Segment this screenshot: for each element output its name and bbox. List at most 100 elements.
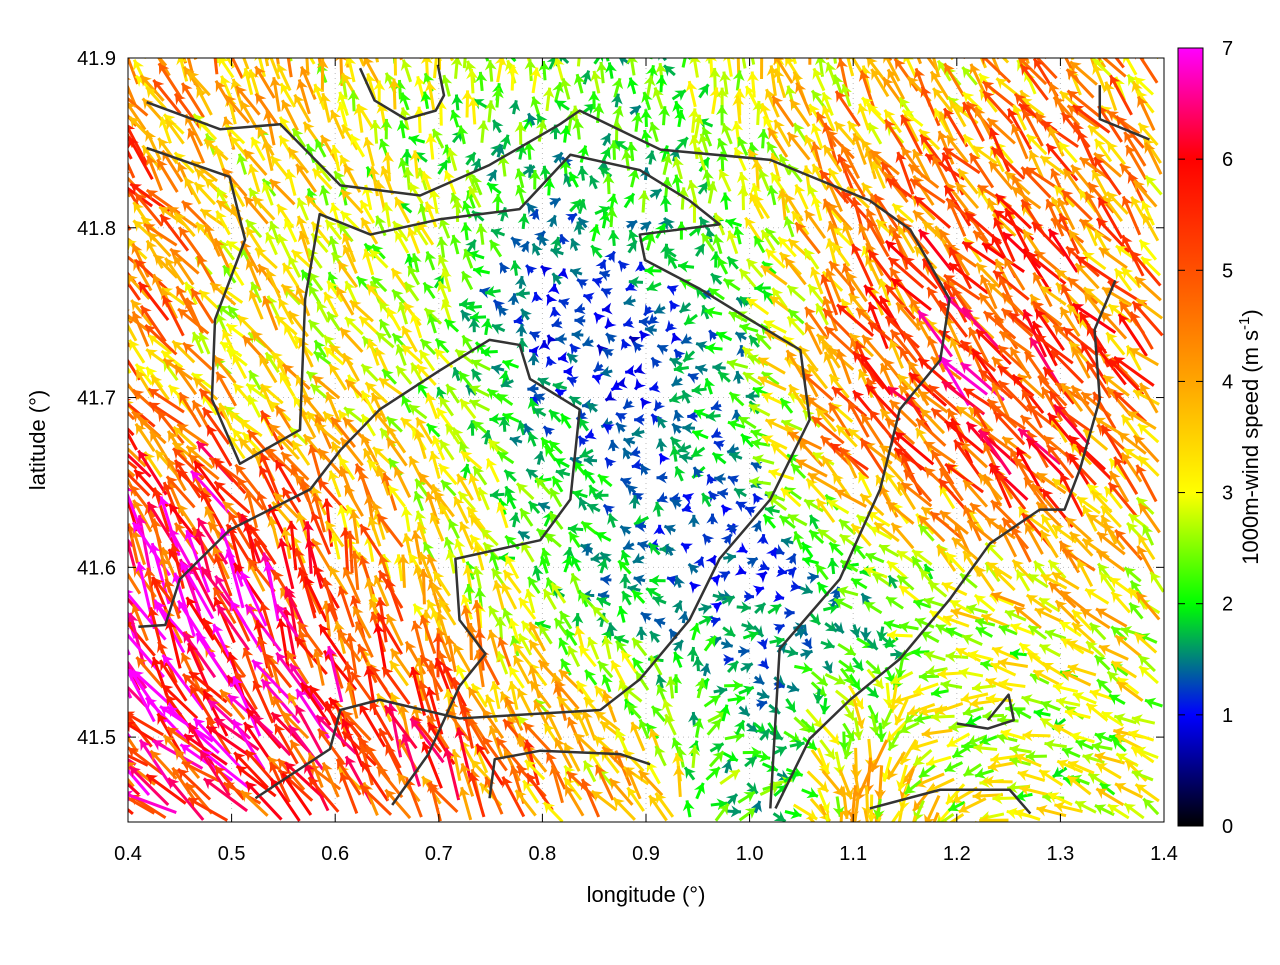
wind-arrow [548,284,560,295]
wind-arrow [425,134,437,160]
wind-arrow [672,424,683,435]
wind-arrow [491,363,504,375]
wind-arrow [804,29,816,64]
wind-arrow-head [430,33,442,44]
wind-arrow [271,156,289,178]
wind-arrow-head [985,43,996,55]
wind-arrow [539,235,549,247]
wind-arrow-shaft [480,21,483,52]
wind-arrow [362,364,378,380]
wind-arrow [248,395,260,417]
wind-arrow [466,18,478,47]
wind-arrow-head [1045,33,1056,45]
wind-arrow-head [521,40,533,51]
wind-arrow [413,107,425,133]
wind-arrow [923,9,935,46]
wind-arrow-head [530,331,542,342]
wind-arrow-shaft [997,22,1016,54]
wind-arrow [603,349,615,359]
wind-arrow [400,93,411,110]
wind-arrow [390,26,402,60]
wind-arrow [552,317,563,328]
wind-arrow-head [997,22,1007,34]
wind-arrow-head [972,29,983,40]
wind-arrow-head [574,43,586,54]
wind-arrow [686,40,698,59]
wind-arrow [731,16,743,42]
wind-arrow [351,135,364,157]
wind-arrow-head [858,29,869,41]
wind-arrow [667,285,679,296]
wind-arrow [475,72,487,91]
wind-arrow [450,235,462,254]
wind-arrow [515,185,527,204]
wind-arrow-shaft [670,31,677,46]
wind-arrow [716,331,731,342]
wind-arrow-head [107,194,118,206]
wind-arrow [621,339,632,351]
wind-arrow [661,32,672,47]
wind-arrow [867,104,885,123]
wind-arrow-head [684,22,696,32]
wind-arrow-shaft [103,171,130,196]
wind-arrow [85,100,117,126]
wind-arrow [629,29,641,48]
wind-arrow [722,34,734,58]
wind-arrow-shaft [519,40,532,50]
wind-arrow [460,222,472,240]
wind-arrow [1062,14,1075,51]
wind-arrow [1082,38,1095,69]
wind-arrow [558,34,569,47]
wind-arrow-head [888,15,899,26]
wind-arrow [363,137,375,166]
wind-arrow [495,24,507,49]
wind-arrow [737,186,749,210]
wind-arrow-head [567,377,579,388]
wind-arrow [134,31,146,58]
wind-arrow-head [658,49,669,61]
wind-arrow [724,279,740,290]
wind-arrow-shaft [890,15,902,46]
wind-arrow-shaft [129,24,137,50]
wind-arrow [401,395,412,412]
wind-arrow [584,44,599,55]
wind-arrow-shaft [1066,30,1073,60]
wind-arrow [872,27,891,61]
wind-arrow [634,342,645,354]
wind-arrow-head [745,42,757,53]
wind-arrow-shaft [1085,38,1095,69]
wind-arrow [397,366,412,384]
wind-arrow-head [360,20,371,31]
wind-arrow-head [89,276,101,287]
wind-arrow [515,122,527,145]
wind-arrow-head [181,26,192,38]
wind-arrow-head [459,45,471,55]
wind-arrow [601,288,613,299]
wind-arrow-head [1023,25,1034,36]
wind-arrow [470,400,490,411]
wind-arrow-head [261,17,272,29]
wind-arrow [461,310,472,322]
wind-arrow [884,173,907,202]
wind-arrow-shaft [840,16,851,48]
wind-arrow [74,144,113,176]
wind-arrow-shaft [251,14,267,48]
wind-arrow-head [116,341,126,353]
wind-arrow-shaft [208,13,229,48]
wind-arrow [916,41,936,70]
wind-arrow [1082,21,1107,53]
wind-arrow [594,361,606,372]
wind-arrow [583,30,594,52]
wind-arrow [681,333,693,343]
wind-arrow-head [98,160,109,172]
wind-arrow [1124,29,1143,61]
wind-arrow-head [109,116,120,128]
wind-arrow-shaft [987,26,994,53]
wind-arrow [411,27,423,59]
wind-arrow-head [929,18,940,30]
wind-arrow-head [548,284,560,295]
wind-arrow-head [390,26,402,37]
wind-arrow [828,41,840,64]
wind-arrow [574,43,586,66]
wind-arrow [641,92,652,110]
